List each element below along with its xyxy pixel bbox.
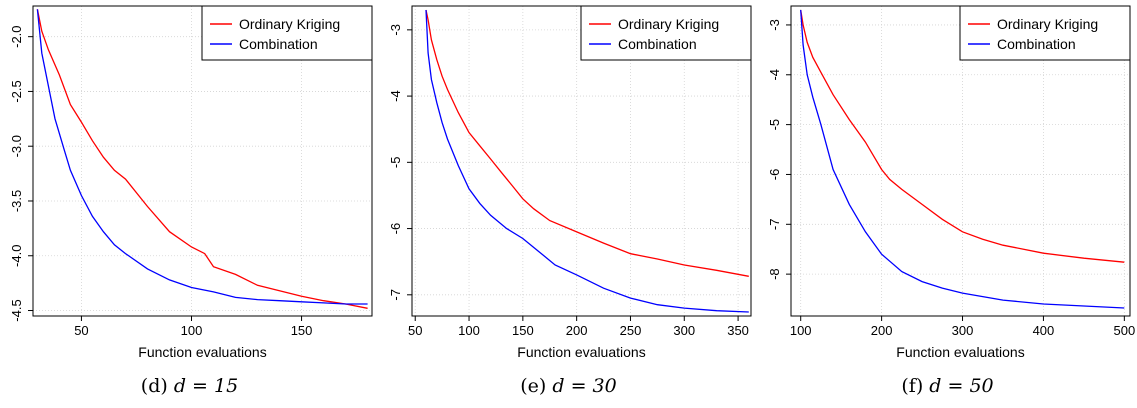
x-tick-label: 400 (1033, 323, 1055, 338)
y-tick-label: -7 (388, 289, 403, 301)
panel-d: 50 100 150 -2.0 -2.5 -3.0 -3.5 -4.0 -4.5 Function… (0, 0, 379, 408)
caption-prefix: (e) (520, 375, 547, 397)
caption-e: (e) d = 30 (379, 375, 758, 397)
y-tick-label: -7 (767, 219, 782, 231)
chart-f: 100 200 300 400 500 -3 -4 -5 -6 -7 -8 Function eval… (767, 5, 1135, 360)
y-tick-label: -4.5 (9, 299, 24, 321)
series-line-combination (36, 9, 368, 305)
panel-e: 50 100 150 200 250 300 350 -3 -4 -5 -6 -7 Function e… (379, 0, 758, 408)
x-tick-label: 350 (727, 323, 749, 338)
chart-d: 50 100 150 -2.0 -2.5 -3.0 -3.5 -4.0 -4.5 Function… (9, 5, 373, 360)
series-line-combination (800, 9, 1125, 309)
caption-f: (f) d = 50 (758, 375, 1137, 397)
x-tick-label: 50 (74, 323, 88, 338)
x-tick-label: 100 (790, 323, 812, 338)
legend-entry-ordinary-kriging: Ordinary Kriging (618, 16, 719, 32)
x-tick-label: 50 (408, 323, 422, 338)
legend-box (959, 5, 1131, 61)
x-tick-label: 100 (458, 323, 480, 338)
caption-prefix: (f) (901, 375, 924, 397)
y-tick-label: -8 (767, 268, 782, 280)
legend-box (580, 5, 752, 61)
y-tick-label: -3 (388, 24, 403, 36)
legend-entry-ordinary-kriging: Ordinary Kriging (239, 16, 340, 32)
legend: Ordinary Kriging Combination (580, 5, 752, 61)
y-tick-label: -4.0 (9, 245, 24, 267)
x-tick-label: 500 (1113, 323, 1135, 338)
x-axis-label: Function evaluations (896, 344, 1024, 360)
x-tick-label: 300 (673, 323, 695, 338)
chart-e: 50 100 150 200 250 300 350 -3 -4 -5 -6 -7 Function e… (388, 5, 752, 360)
panel-f: 100 200 300 400 500 -3 -4 -5 -6 -7 -8 Function eval… (758, 0, 1137, 408)
x-tick-label: 100 (181, 323, 203, 338)
x-tick-label: 250 (620, 323, 642, 338)
series-line-ordinary-kriging (425, 9, 749, 277)
y-tick-label: -3 (767, 19, 782, 31)
y-tick-label: -6 (767, 169, 782, 181)
caption-math: d = 50 (929, 375, 994, 397)
caption-math: d = 30 (552, 375, 617, 397)
y-tick-label: -4 (767, 69, 782, 81)
legend-entry-ordinary-kriging: Ordinary Kriging (997, 16, 1098, 32)
series-line-ordinary-kriging (800, 9, 1125, 263)
x-tick-label: 200 (871, 323, 893, 338)
legend-entry-combination: Combination (618, 36, 697, 52)
x-axis-label: Function evaluations (517, 344, 645, 360)
legend: Ordinary Kriging Combination (201, 5, 373, 61)
caption-d: (d) d = 15 (0, 375, 379, 397)
x-tick-label: 300 (952, 323, 974, 338)
y-tick-label: -2.0 (9, 25, 24, 47)
legend: Ordinary Kriging Combination (959, 5, 1131, 61)
legend-entry-combination: Combination (997, 36, 1076, 52)
legend-box (201, 5, 373, 61)
y-tick-label: -5 (388, 157, 403, 169)
y-tick-label: -5 (767, 119, 782, 131)
x-tick-label: 200 (566, 323, 588, 338)
y-tick-label: -3.0 (9, 135, 24, 157)
x-tick-label: 150 (291, 323, 313, 338)
x-tick-label: 150 (512, 323, 534, 338)
series-line-ordinary-kriging (36, 9, 368, 309)
caption-math: d = 15 (173, 375, 239, 397)
x-axis-label: Function evaluations (138, 344, 266, 360)
y-tick-label: -3.5 (9, 190, 24, 212)
y-tick-label: -6 (388, 223, 403, 235)
y-tick-label: -2.5 (9, 80, 24, 102)
y-tick-label: -4 (388, 90, 403, 102)
legend-entry-combination: Combination (239, 36, 318, 52)
caption-prefix: (d) (140, 375, 168, 397)
series-line-combination (425, 9, 749, 313)
